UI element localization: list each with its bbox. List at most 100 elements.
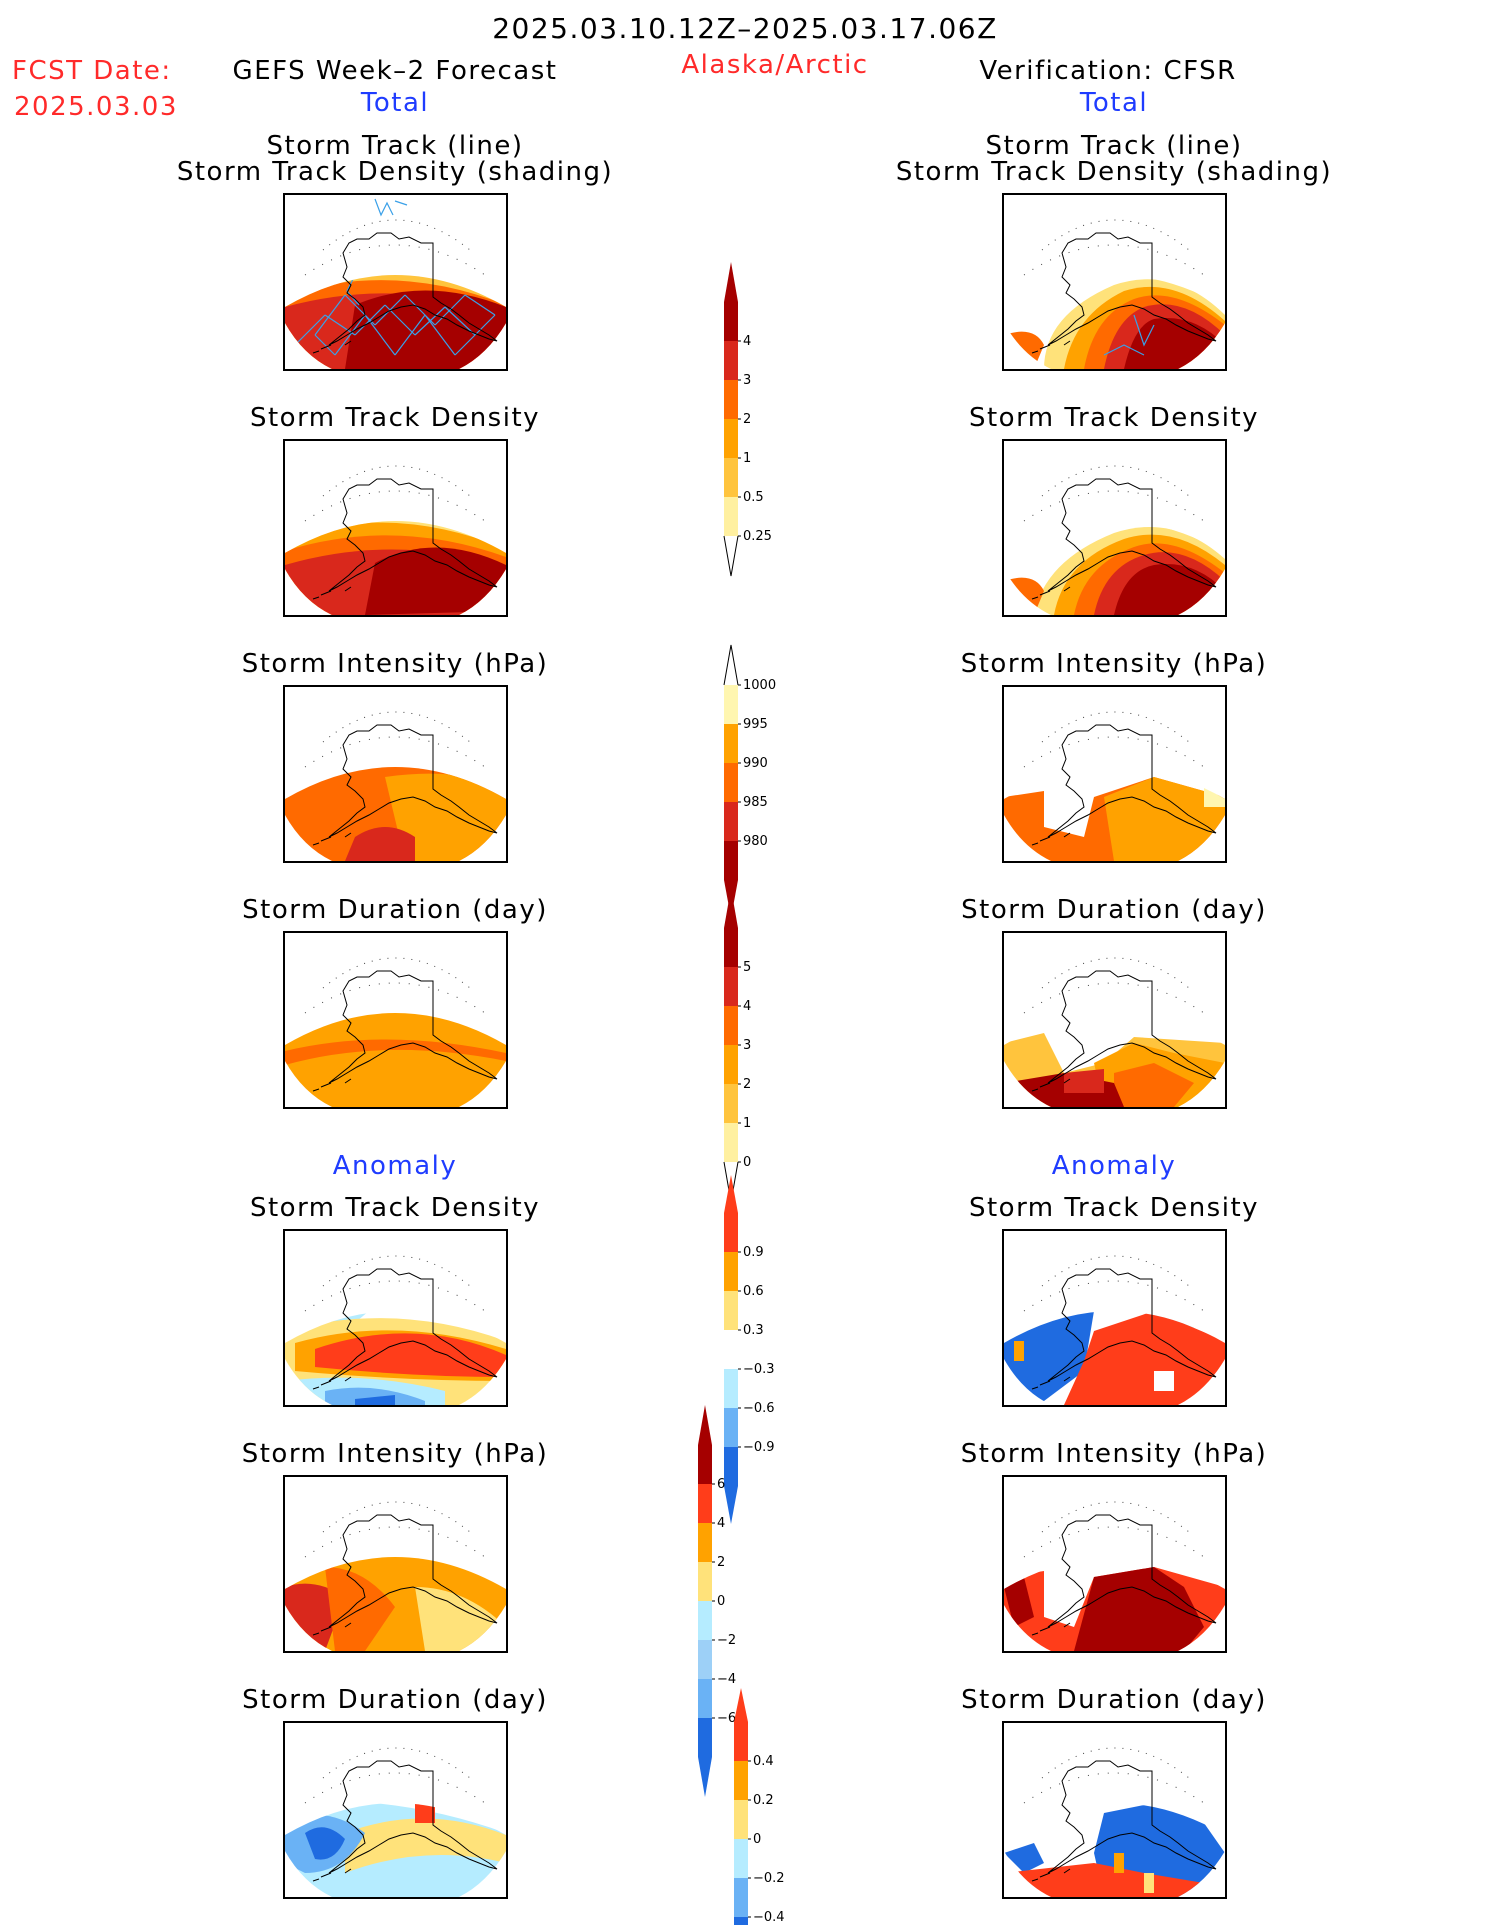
left-anomaly-label: Anomaly	[332, 1151, 458, 1181]
duration-anom-colorbar: 0.4 0.2 0 −0.2 −0.4	[734, 1688, 785, 1925]
colorbar-tick-label: 0.3	[743, 1323, 764, 1338]
alaska-coastline	[1047, 232, 1217, 346]
left-density-map	[283, 439, 508, 617]
colorbar-tick-label: 995	[743, 717, 768, 732]
density-total-colorbar: 4 3 2 1 0.5 0.25	[723, 262, 772, 577]
colorbar-segment	[724, 685, 738, 724]
left-anom-density-title: Storm Track Density	[249, 1193, 541, 1223]
alaska-coastline	[328, 724, 498, 838]
date-range-title: 2025.03.10.12Z–2025.03.17.06Z	[492, 12, 998, 45]
colorbar-segment	[734, 1722, 748, 1761]
alaska-coastline	[1047, 478, 1217, 592]
colorbar-segment	[724, 928, 738, 967]
colorbar-segment	[724, 802, 738, 841]
right-anom-duration-map	[1002, 1721, 1227, 1899]
colorbar-segment	[698, 1523, 712, 1562]
colorbar-segment	[698, 1445, 712, 1484]
right-track-title-1: Storm Track (line)	[985, 131, 1243, 161]
intensity-total-colorbar: 1000 995 990 985 980	[723, 644, 776, 918]
right-anom-duration-svg	[1004, 1747, 1225, 1897]
colorbar-segment	[724, 724, 738, 763]
right-track-title-2: Storm Track Density (shading)	[895, 157, 1333, 187]
right-intensity-title: Storm Intensity (hPa)	[960, 649, 1268, 679]
storm-track-lines	[1103, 314, 1155, 356]
colorbar-arrow-top	[734, 1688, 748, 1722]
intensity-anom-colorbar: 6 4 2 0 −2 −4 −6	[698, 1405, 736, 1797]
colorbar-tick-label: 980	[743, 834, 768, 849]
colorbar-tick-label: 4	[717, 1516, 725, 1531]
colorbar-segment	[724, 1123, 738, 1162]
left-track-svg	[285, 198, 506, 369]
left-density-svg	[285, 465, 506, 615]
colorbar-tick-label: 4	[743, 999, 751, 1014]
colorbar-segment	[698, 1484, 712, 1523]
colorbar-tick-label: 0.4	[753, 1754, 774, 1769]
colorbar-segment	[698, 1718, 712, 1757]
colorbar-segment	[698, 1562, 712, 1601]
right-intensity-svg	[1004, 711, 1225, 861]
colorbar-tick-label: 0.25	[743, 529, 772, 544]
colorbar-tick-label: 4	[743, 334, 751, 349]
colorbar-tick-label: 0.2	[753, 1793, 774, 1808]
colorbar-tick-label: 2	[743, 412, 751, 427]
left-column-title: GEFS Week–2 Forecast	[232, 56, 558, 86]
colorbar-tick-label: −0.2	[753, 1871, 785, 1886]
colorbar-tick-label: 0.5	[743, 490, 764, 505]
colorbar-segment	[724, 302, 738, 341]
left-intensity-title: Storm Intensity (hPa)	[241, 649, 549, 679]
right-duration-map	[1002, 931, 1227, 1109]
colorbar-tick-label: 1	[743, 1116, 751, 1131]
colorbar-segment	[734, 1917, 748, 1925]
colorbar-segment	[724, 1045, 738, 1084]
right-track-map	[1002, 193, 1227, 371]
colorbar-arrow-top	[724, 1175, 738, 1213]
colorbar-segment	[724, 1408, 738, 1447]
colorbar-segment	[724, 1447, 738, 1486]
alaska-coastline	[328, 1514, 498, 1628]
colorbar-segment	[724, 841, 738, 880]
right-column-title: Verification: CFSR	[979, 56, 1237, 86]
colorbar-arrow-top	[724, 888, 738, 928]
colorbar-segment	[724, 967, 738, 1006]
left-track-title-1: Storm Track (line)	[266, 131, 524, 161]
left-density-title: Storm Track Density	[249, 403, 541, 433]
colorbar-tick-label: 0	[717, 1594, 725, 1609]
left-anom-density-map	[283, 1229, 508, 1407]
colorbar-tick-label: 0	[753, 1832, 761, 1847]
left-anom-intensity-map	[283, 1475, 508, 1653]
colorbar-tick-label: 985	[743, 795, 768, 810]
right-track-svg	[1004, 219, 1225, 369]
right-anom-density-map	[1002, 1229, 1227, 1407]
fcst-date-label: FCST Date:	[12, 56, 172, 86]
colorbar-segment	[734, 1800, 748, 1839]
alaska-coastline	[1047, 1268, 1217, 1382]
right-anom-intensity-title: Storm Intensity (hPa)	[960, 1439, 1268, 1469]
colorbar-tick-label: 6	[717, 1477, 725, 1492]
alaska-coastline	[1047, 1760, 1217, 1874]
right-anom-intensity-map	[1002, 1475, 1227, 1653]
colorbar-segment	[734, 1761, 748, 1800]
right-duration-title: Storm Duration (day)	[961, 895, 1267, 925]
alaska-coastline	[1047, 970, 1217, 1084]
left-duration-svg	[285, 957, 506, 1107]
colorbar-tick-label: 3	[743, 373, 751, 388]
right-density-svg	[1004, 465, 1225, 615]
colorbar-segment	[734, 1839, 748, 1878]
left-track-map	[283, 193, 508, 371]
left-anom-intensity-title: Storm Intensity (hPa)	[241, 1439, 549, 1469]
duration-total-colorbar: 5 4 3 2 1 0	[723, 888, 751, 1203]
colorbar-tick-label: −0.3	[743, 1362, 775, 1377]
colorbar-tick-label: 2	[717, 1555, 725, 1570]
colorbar-arrow-bottom	[698, 1757, 712, 1797]
colorbar-tick-label: 3	[743, 1038, 751, 1053]
right-anom-density-svg	[1004, 1255, 1225, 1405]
colorbar-tick-label: 990	[743, 756, 768, 771]
colorbar-tick-label: 1	[743, 451, 751, 466]
alaska-coastline	[1047, 1514, 1217, 1628]
left-track-title-2: Storm Track Density (shading)	[176, 157, 614, 187]
colorbar-segment	[724, 1006, 738, 1045]
colorbar-tick-label: 0	[743, 1155, 751, 1170]
colorbar-segment	[724, 763, 738, 802]
alaska-coastline	[1047, 724, 1217, 838]
colorbar-arrow-top	[724, 262, 738, 302]
